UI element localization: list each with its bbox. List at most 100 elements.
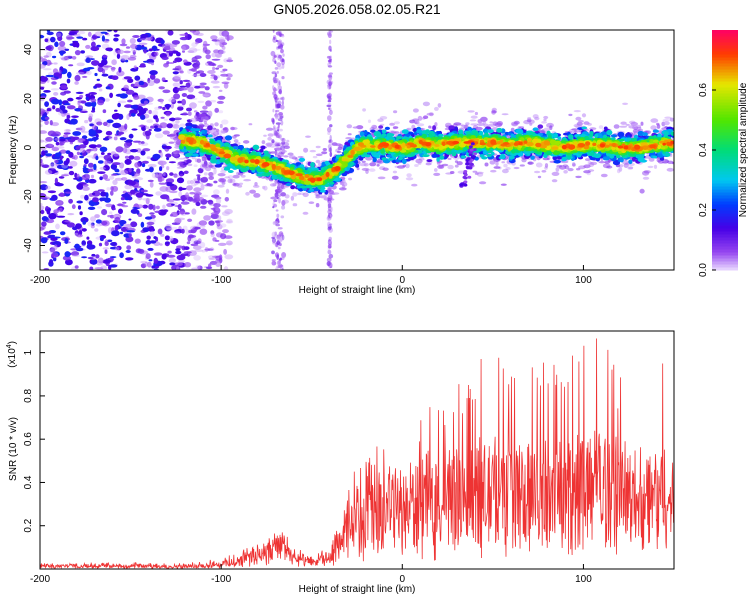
spectrogram-cell [172, 82, 181, 88]
spectrogram-streak-cell [277, 227, 283, 230]
spectrogram-cell [54, 177, 59, 184]
spectrogram-halo-cell [405, 163, 410, 169]
spectrogram-cell [220, 170, 227, 174]
spectrogram-halo-cell [484, 162, 489, 167]
spectrogram-cell [130, 112, 136, 117]
spectrogram-cell [40, 203, 43, 206]
spectrogram-cell [196, 174, 201, 177]
spectrogram-halo-cell [189, 117, 198, 123]
spectrogram-cell [177, 100, 183, 104]
spectrogram-cell [109, 257, 115, 261]
spectrogram-cell [208, 176, 214, 180]
spectrogram-streak-cell [281, 63, 285, 69]
spectrogram-streak-cell [327, 32, 332, 39]
spectrogram-cell [81, 256, 88, 259]
spectrogram-streak-cell [274, 73, 278, 78]
spectrogram-streak-cell [329, 223, 333, 226]
spectrogram-cell [43, 68, 52, 71]
spectrogram-cell [113, 136, 118, 141]
spectrogram-cell [40, 184, 48, 191]
spectrogram-ridge-cell [223, 168, 230, 171]
spectrogram-halo-cell [476, 123, 485, 126]
spectrogram-cell [87, 168, 94, 172]
spectrogram-ridge-cell [198, 131, 203, 135]
spectrogram-halo-cell [618, 166, 623, 172]
spectrogram-cell [47, 190, 57, 194]
spectrogram-cell [212, 85, 221, 89]
spectrogram-halo-cell [470, 123, 479, 126]
spectrogram-cell [121, 38, 126, 45]
spectrogram-halo-cell [564, 165, 570, 170]
spectrogram-cell [130, 189, 136, 195]
spectrogram-cell [111, 59, 117, 66]
spectrogram-ridge-cell [395, 136, 403, 140]
spectrogram-cell [126, 245, 132, 251]
spectrogram-cell [208, 220, 215, 226]
spectrogram-halo-cell [513, 120, 520, 125]
spectrogram-halo-cell [434, 122, 438, 127]
spectrogram-halo-cell [252, 184, 260, 188]
spectrogram-cell [186, 159, 192, 164]
spectrogram-halo-cell [221, 181, 226, 185]
spectrogram-ridge-cell [317, 185, 322, 190]
spectrogram-halo-cell [454, 164, 459, 168]
spectrogram-ridge-cell [652, 155, 658, 159]
spectrogram-halo-cell [578, 165, 586, 170]
spectrogram-cell [82, 67, 91, 72]
spectrogram-cell [101, 73, 109, 77]
spectrogram-halo-cell [286, 139, 290, 143]
spectrogram-cell [74, 232, 79, 237]
spectrogram-halo-cell [277, 152, 284, 158]
spectrogram-cell [155, 205, 160, 210]
spectrogram-cell [88, 144, 97, 149]
spectrogram-cell [40, 57, 46, 62]
spectrogram-cell [123, 84, 129, 90]
spectrogram-cell [43, 90, 51, 93]
spectrogram-ridge-cell [432, 125, 436, 131]
spectrogram-cell [130, 149, 138, 153]
spectrogram-cell [119, 137, 127, 141]
spectrogram-cell [213, 168, 217, 175]
spectrogram-cell [94, 72, 98, 77]
spectrogram-halo-cell [209, 129, 215, 134]
spectrogram-halo-cell [361, 167, 370, 171]
spectrogram-streak-cell [272, 108, 275, 113]
spectrogram-cell [130, 67, 139, 72]
spectrogram-cell [132, 35, 140, 38]
spectrogram-halo-cell [274, 147, 282, 151]
spectrogram-cell [149, 240, 157, 244]
spectrogram-cell [117, 131, 125, 135]
spectrogram-halo-cell [341, 181, 348, 187]
spectrogram-cell [105, 47, 113, 52]
spectrogram-cell [90, 259, 98, 265]
spectrogram-cell [131, 128, 138, 131]
spectrogram-halo-cell [620, 121, 627, 125]
spectrogram-cell [171, 203, 175, 206]
spectrogram-cell [53, 92, 59, 96]
spectrogram-cell [218, 242, 227, 246]
spectrogram-cell [215, 52, 223, 58]
spectrogram-cell [144, 261, 149, 267]
spectrogram-cell [221, 81, 230, 85]
spectrogram-cell [205, 100, 212, 107]
spectrogram-cell [168, 258, 176, 263]
spectrogram-halo-cell [265, 127, 274, 131]
spectrogram-cell [58, 70, 62, 74]
spectrogram-cell [40, 95, 47, 99]
spectrogram-halo-cell [581, 113, 587, 118]
spectrogram-cell [95, 223, 102, 227]
spectrogram-halo-cell [203, 120, 207, 125]
spectrogram-streak-cell [273, 54, 277, 58]
spectrogram-cell [176, 177, 185, 184]
spectrogram-cell [167, 250, 172, 254]
spectrogram-cell [113, 30, 118, 33]
spectrogram-streak-cell [277, 46, 281, 49]
spectrogram-cell [195, 61, 201, 67]
spectrogram-cell [51, 252, 59, 258]
spectrogram-cell [153, 114, 158, 120]
spectrogram-streak-cell [281, 267, 284, 270]
spectrogram-streak-cell [277, 265, 280, 269]
spectrogram-cell [106, 119, 114, 124]
spectrogram-streak-cell [279, 233, 284, 237]
spectrogram-cell [162, 172, 166, 176]
